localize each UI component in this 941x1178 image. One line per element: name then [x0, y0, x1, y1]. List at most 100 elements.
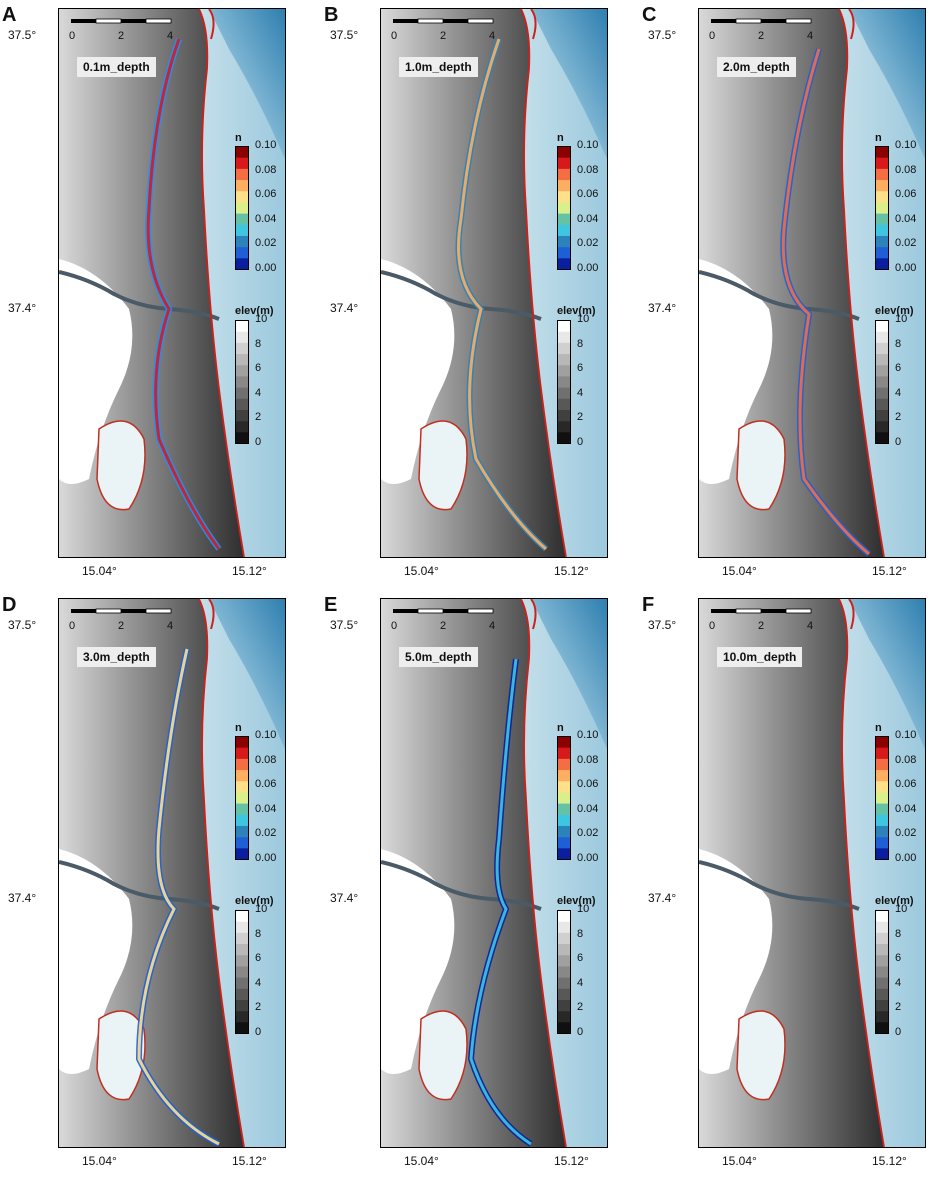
colorbar-step — [557, 814, 571, 827]
colorbar-step — [875, 146, 889, 158]
elev-colorbar-title: elev(m) — [557, 305, 596, 317]
colorbar-step — [557, 191, 571, 203]
n-colorbar-title: n — [557, 132, 564, 144]
colorbar-step — [875, 180, 889, 192]
colorbar-step — [557, 421, 571, 433]
colorbar-step — [235, 258, 249, 270]
colorbar-step — [557, 258, 571, 270]
elev-colorbar — [875, 320, 889, 444]
lon-label-15-12: 15.12° — [232, 564, 267, 578]
elev-colorbar — [557, 320, 571, 444]
scale-bar: 0 2 4 — [69, 18, 173, 42]
depth-label: 5.0m_depth — [399, 647, 478, 667]
map-canvas — [381, 599, 607, 1147]
colorbar-step — [875, 342, 889, 355]
inundation-overlay-inner — [146, 38, 221, 550]
colorbar-step — [875, 932, 889, 945]
elev-colorbar-tick: 8 — [255, 337, 262, 350]
colorbar-step — [557, 224, 571, 237]
n-colorbar-tick: 0.00 — [577, 852, 599, 864]
lat-label-37-5: 37.5° — [648, 28, 677, 42]
colorbar-step — [235, 213, 249, 226]
scale-tick-4: 4 — [807, 30, 814, 42]
river — [59, 270, 220, 321]
colorbar-step — [557, 387, 571, 400]
deep-sea-area — [531, 599, 607, 749]
n-colorbar-tick: 0.08 — [895, 163, 917, 176]
elev-colorbar-tick: 6 — [895, 952, 902, 965]
colorbar-step — [875, 421, 889, 433]
colorbar-step — [875, 966, 889, 978]
lagoon-area — [381, 849, 455, 1074]
inundation-overlay-inner — [137, 648, 220, 1146]
map-canvas — [699, 599, 925, 1147]
colorbar-step — [875, 736, 889, 748]
map-panel-a: A 37.5° 37.4° 15.04° 15.12° — [0, 0, 313, 588]
map-panel-c: C 37.5° 37.4° 15.04° 15.12° — [640, 0, 941, 588]
depth-label: 3.0m_depth — [77, 647, 156, 667]
lat-label-37-5: 37.5° — [648, 618, 677, 632]
colorbar-step — [235, 825, 249, 838]
colorbar-step — [235, 837, 249, 849]
n-colorbar-tick: 0.02 — [255, 237, 277, 250]
colorbar-step — [557, 977, 571, 990]
n-colorbar-tick: 0.10 — [577, 729, 599, 741]
elev-colorbar-tick: 8 — [895, 927, 902, 940]
elev-colorbar — [235, 320, 249, 444]
colorbar-step — [557, 837, 571, 849]
colorbar-step — [875, 365, 889, 377]
colorbar-step — [235, 320, 249, 332]
n-colorbar-tick: 0.10 — [895, 729, 917, 741]
elev-colorbar-tick: 8 — [895, 337, 902, 350]
reservoir — [418, 420, 468, 511]
colorbar-step — [557, 376, 571, 388]
colorbar-step — [235, 966, 249, 978]
scale-tick-2: 2 — [118, 30, 125, 42]
elev-colorbar — [235, 910, 249, 1034]
n-colorbar-title: n — [557, 722, 564, 734]
n-colorbar-tick: 0.04 — [255, 212, 277, 225]
colorbar-step — [557, 736, 571, 748]
colorbar-step — [557, 770, 571, 782]
lagoon-area — [59, 259, 133, 484]
colorbar-step — [557, 409, 571, 422]
colorbar-step — [557, 792, 571, 804]
colorbar-step — [875, 235, 889, 248]
n-colorbar — [875, 736, 889, 860]
map-frame: 0 2 4 1.0m_depth n 0.10 0.08 0.06 0.04 0.02 0… — [380, 8, 608, 558]
colorbar-step — [235, 747, 249, 760]
n-colorbar — [875, 146, 889, 270]
scale-bar: 0 2 4 — [709, 608, 813, 632]
harbor-breakwater — [848, 9, 855, 40]
colorbar-step — [875, 758, 889, 771]
scale-tick-2: 2 — [440, 30, 447, 42]
n-colorbar-tick: 0.00 — [255, 262, 277, 274]
colorbar-step — [235, 977, 249, 990]
colorbar-step — [557, 157, 571, 170]
lon-label-15-12: 15.12° — [872, 564, 907, 578]
colorbar-step — [557, 1022, 571, 1034]
n-colorbar-tick: 0.04 — [895, 802, 917, 815]
n-colorbar-tick: 0.08 — [577, 753, 599, 766]
colorbar-step — [875, 213, 889, 226]
colorbar-step — [875, 803, 889, 816]
colorbar-step — [875, 376, 889, 388]
scale-bar-graphic — [71, 608, 172, 614]
colorbar-step — [875, 747, 889, 760]
colorbar-step — [235, 814, 249, 827]
colorbar-step — [875, 988, 889, 1001]
elev-colorbar-tick: 10 — [895, 903, 908, 915]
elev-colorbar-tick: 6 — [895, 362, 902, 375]
colorbar-step — [557, 932, 571, 945]
lon-label-15-12: 15.12° — [872, 1154, 907, 1168]
elev-colorbar-tick: 4 — [895, 386, 902, 399]
colorbar-step — [875, 781, 889, 793]
colorbar-step — [235, 910, 249, 922]
colorbar-step — [557, 781, 571, 793]
elev-colorbar-title: elev(m) — [875, 305, 914, 317]
colorbar-step — [875, 848, 889, 860]
lat-label-37-5: 37.5° — [330, 28, 359, 42]
elev-colorbar-tick: 6 — [577, 952, 584, 965]
lat-label-37-4: 37.4° — [8, 891, 37, 905]
lat-label-37-4: 37.4° — [330, 891, 359, 905]
